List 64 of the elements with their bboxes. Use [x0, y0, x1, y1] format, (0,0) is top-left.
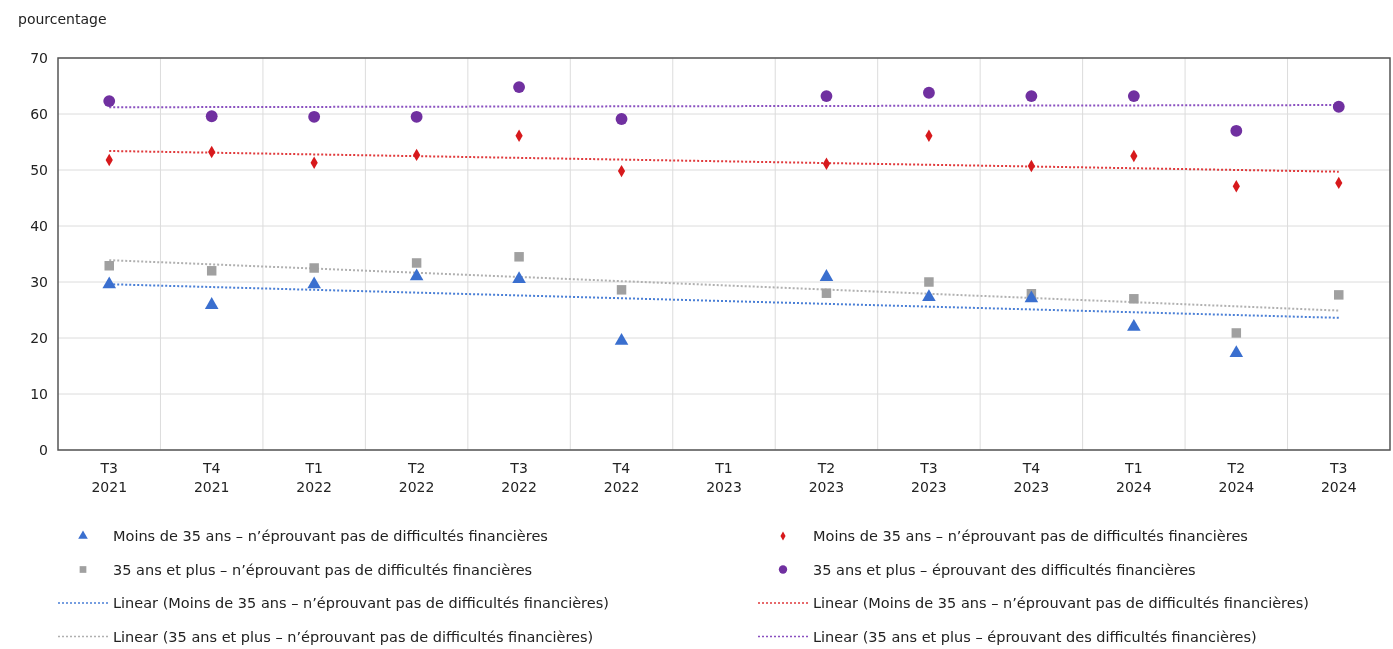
- point: [1129, 294, 1139, 304]
- x-tick-label: T2 2023: [808, 459, 845, 495]
- x-tick-label: T1 2023: [706, 459, 742, 495]
- point: [513, 81, 525, 94]
- point: [308, 110, 321, 123]
- point: [409, 268, 424, 281]
- point: [205, 110, 218, 123]
- point: [1230, 124, 1243, 137]
- point: [923, 86, 935, 99]
- point: [615, 113, 628, 125]
- point: [1127, 90, 1140, 102]
- x-tick-label: T1 2024: [1116, 459, 1152, 495]
- x-tick-label: T4 2023: [1013, 459, 1050, 495]
- x-tick-label: T3 2023: [911, 459, 947, 495]
- point: [309, 263, 319, 273]
- y-tick-label: 10: [30, 385, 48, 402]
- point: [1229, 345, 1244, 358]
- point: [411, 258, 422, 268]
- legend-label: 35 ans et plus – éprouvant des difficultés financières: [813, 561, 1196, 578]
- point: [514, 252, 524, 262]
- y-axis-title: pourcentage: [18, 11, 107, 27]
- y-tick-label: 0: [39, 441, 48, 458]
- point: [103, 95, 116, 108]
- point: [1127, 318, 1141, 331]
- legend-label: Moins de 35 ans – n’éprouvant pas de difficultés financières: [813, 528, 1248, 545]
- y-tick-label: 30: [30, 273, 48, 290]
- legend-label: 35 ans et plus – n’éprouvant pas de difficultés financières: [113, 561, 533, 578]
- point: [922, 289, 936, 302]
- point: [307, 276, 321, 289]
- point: [206, 266, 217, 276]
- point: [821, 288, 832, 298]
- legend-label: Linear (35 ans et plus – n’éprouvant pas de difficultés financières): [113, 628, 594, 645]
- y-tick-label: 70: [30, 49, 48, 66]
- point: [1334, 290, 1344, 300]
- point: [1024, 290, 1039, 303]
- x-tick-label: T3 2022: [501, 459, 537, 495]
- point: [1231, 328, 1242, 338]
- x-tick-label: T4 2022: [603, 459, 640, 495]
- x-tick-label: T4 2021: [193, 459, 230, 495]
- point: [104, 261, 114, 271]
- x-tick-label: T3 2024: [1320, 459, 1357, 495]
- point: [1332, 100, 1345, 113]
- point: [819, 269, 834, 281]
- y-tick-label: 50: [30, 161, 48, 178]
- x-tick-label: T1 2022: [296, 459, 332, 495]
- point: [616, 285, 627, 295]
- x-tick-label: T2 2022: [398, 459, 435, 495]
- point: [1025, 90, 1038, 102]
- point: [924, 277, 934, 287]
- y-tick-label: 20: [30, 329, 48, 346]
- point: [102, 276, 117, 289]
- y-tick-label: 60: [30, 105, 48, 122]
- point: [820, 90, 833, 102]
- point: [614, 332, 629, 345]
- y-tick-label: 40: [30, 217, 48, 234]
- legend-label: Linear (35 ans et plus – éprouvant des difficultés financières): [813, 628, 1257, 645]
- x-tick-label: T2 2024: [1218, 459, 1255, 495]
- legend-label: Moins de 35 ans – n’éprouvant pas de difficultés financières: [113, 528, 548, 545]
- legend-label: Linear (Moins de 35 ans – n’éprouvant pas de difficultés financières): [113, 595, 609, 612]
- point: [512, 271, 526, 284]
- point: [410, 110, 423, 123]
- legend-label: Linear (Moins de 35 ans – n’éprouvant pas de difficultés financières): [813, 595, 1309, 612]
- point: [204, 297, 219, 309]
- x-tick-label: T3 2021: [91, 459, 128, 495]
